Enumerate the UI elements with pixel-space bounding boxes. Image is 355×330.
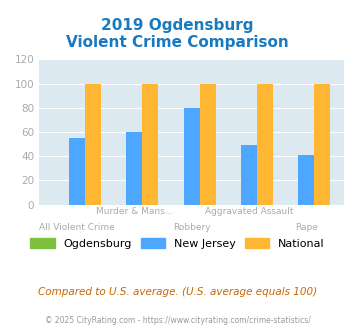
- Text: © 2025 CityRating.com - https://www.cityrating.com/crime-statistics/: © 2025 CityRating.com - https://www.city…: [45, 315, 310, 325]
- Text: Compared to U.S. average. (U.S. average equals 100): Compared to U.S. average. (U.S. average …: [38, 287, 317, 297]
- Bar: [200, 83, 216, 205]
- Text: Rape: Rape: [295, 223, 318, 232]
- Bar: [241, 145, 257, 205]
- Bar: [315, 83, 331, 205]
- Text: All Violent Crime: All Violent Crime: [39, 223, 115, 232]
- Text: Violent Crime Comparison: Violent Crime Comparison: [66, 35, 289, 50]
- Bar: [184, 108, 200, 205]
- Bar: [69, 138, 85, 205]
- Bar: [126, 132, 142, 205]
- Legend: Ogdensburg, New Jersey, National: Ogdensburg, New Jersey, National: [26, 233, 329, 253]
- Bar: [298, 155, 315, 205]
- Bar: [257, 83, 273, 205]
- Text: Robbery: Robbery: [173, 223, 211, 232]
- Bar: [85, 83, 101, 205]
- Text: 2019 Ogdensburg: 2019 Ogdensburg: [101, 18, 254, 33]
- Bar: [142, 83, 158, 205]
